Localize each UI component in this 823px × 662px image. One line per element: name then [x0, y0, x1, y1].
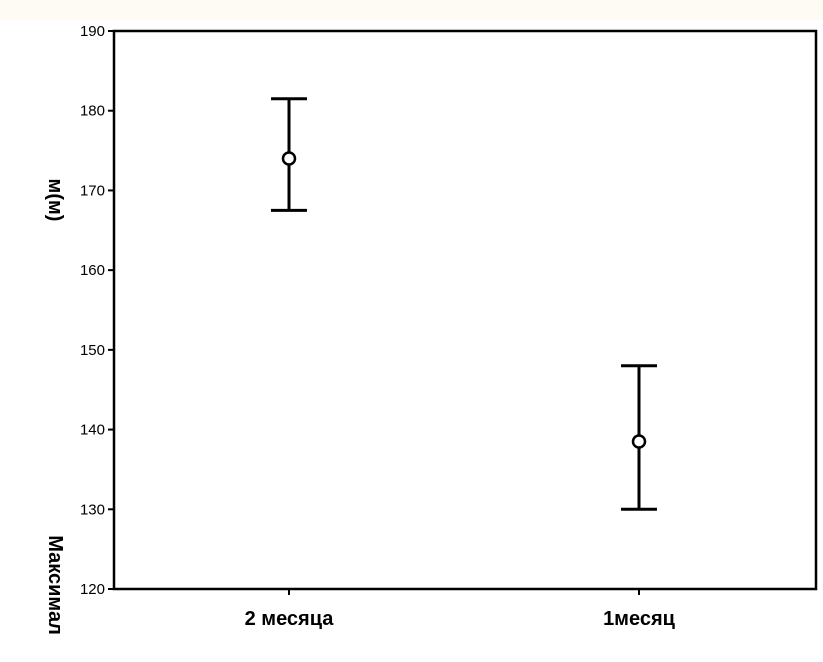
mean-point	[281, 151, 297, 166]
y-tick-label: 160	[80, 262, 105, 279]
y-axis: 120 130 140 150 160 170 180 190	[80, 23, 114, 598]
y-axis-label-top: м(м)	[44, 179, 66, 222]
x-tick-label: 1месяц	[603, 608, 676, 630]
y-tick-label: 120	[80, 581, 105, 598]
y-tick-label: 130	[80, 501, 105, 518]
y-tick-label: 140	[80, 422, 105, 439]
y-axis-label-bottom: Максимал	[44, 535, 66, 635]
error-bars	[271, 97, 657, 511]
x-axis: 2 месяца 1месяц	[245, 589, 676, 630]
plot-frame	[112, 29, 818, 591]
top-band	[0, 0, 823, 20]
x-tick-label: 2 месяца	[245, 608, 335, 630]
y-tick-label: 190	[80, 23, 105, 40]
y-tick-label: 170	[80, 182, 105, 199]
y-tick-label: 180	[80, 103, 105, 120]
y-tick-label: 150	[80, 342, 105, 359]
mean-point	[631, 434, 647, 449]
